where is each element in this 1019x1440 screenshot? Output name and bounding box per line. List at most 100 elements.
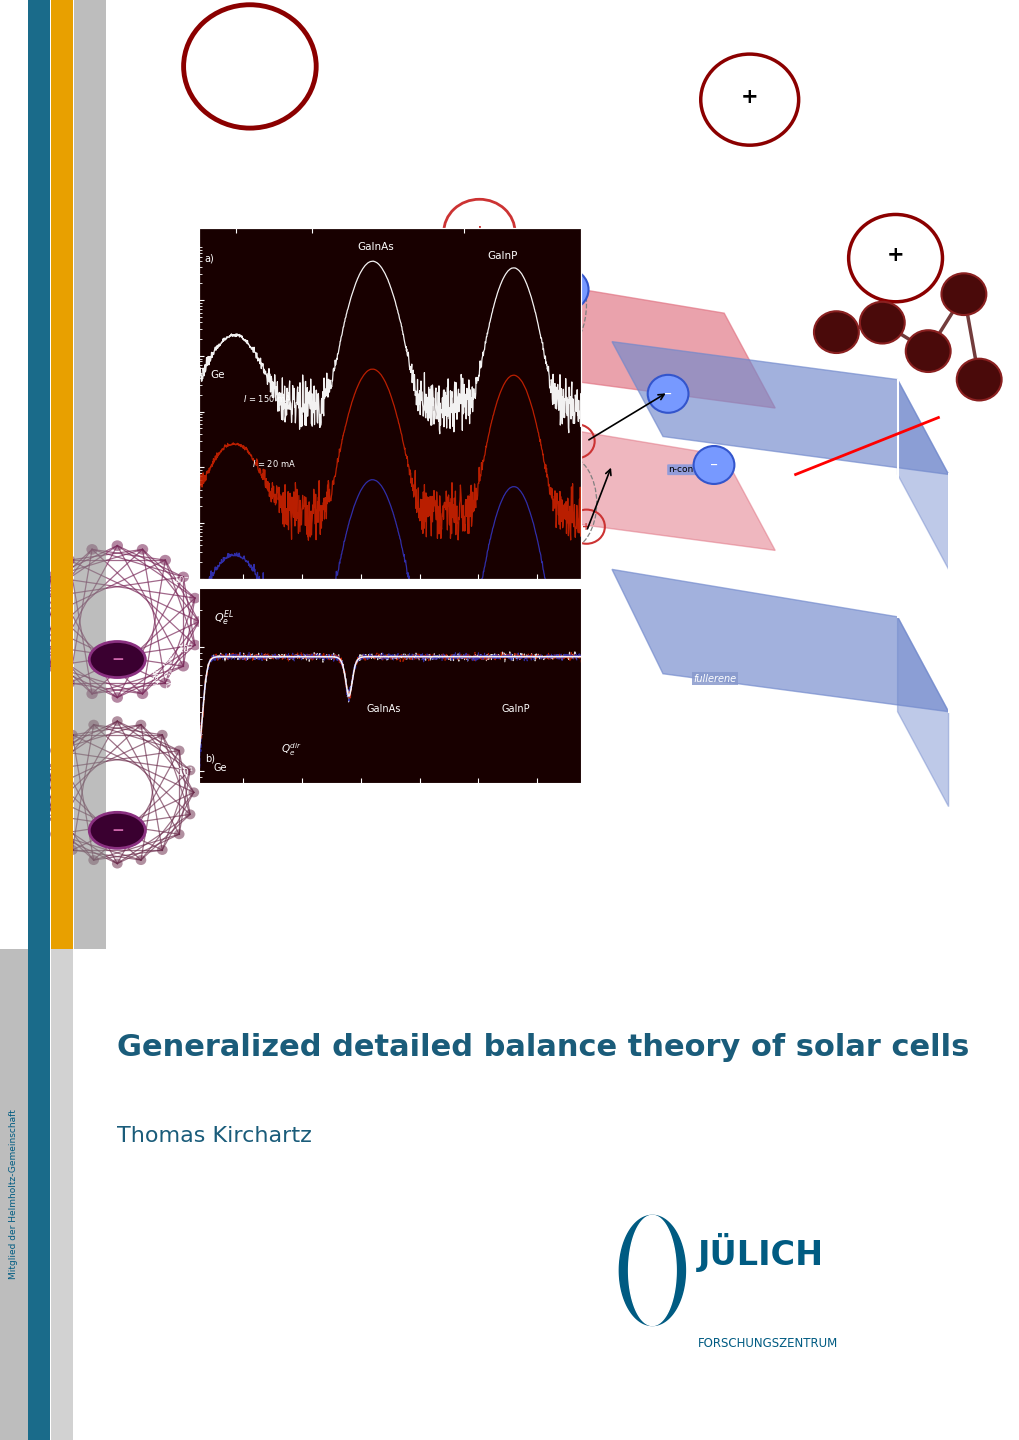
Circle shape xyxy=(647,374,688,413)
X-axis label: wavelength $\lambda$ [nm]: wavelength $\lambda$ [nm] xyxy=(340,199,439,213)
Ellipse shape xyxy=(225,397,274,429)
Text: +: + xyxy=(472,223,486,242)
Circle shape xyxy=(50,829,61,840)
Circle shape xyxy=(46,572,57,582)
Text: b): b) xyxy=(205,753,215,763)
Ellipse shape xyxy=(90,641,146,678)
Bar xyxy=(51,949,73,1440)
Circle shape xyxy=(67,730,77,740)
Circle shape xyxy=(36,788,46,798)
Text: Thomas Kirchartz: Thomas Kirchartz xyxy=(117,1126,312,1146)
Y-axis label: intensity $\phi$ [arb. units]: intensity $\phi$ [arb. units] xyxy=(158,353,171,454)
Text: Ge: Ge xyxy=(213,763,227,773)
Circle shape xyxy=(89,855,99,865)
Circle shape xyxy=(354,505,411,557)
Circle shape xyxy=(543,268,588,310)
Circle shape xyxy=(111,693,123,703)
Text: +: + xyxy=(740,86,758,107)
Circle shape xyxy=(177,572,189,582)
Ellipse shape xyxy=(90,812,146,848)
Circle shape xyxy=(50,746,61,756)
Circle shape xyxy=(63,678,75,688)
Polygon shape xyxy=(619,1215,685,1325)
Circle shape xyxy=(956,359,1001,400)
Text: −: − xyxy=(306,354,316,367)
Circle shape xyxy=(34,639,46,651)
Text: GaInAs: GaInAs xyxy=(358,242,394,252)
Text: +: + xyxy=(886,245,904,265)
Text: GaInP: GaInP xyxy=(487,251,517,261)
Circle shape xyxy=(193,616,205,626)
Text: −: − xyxy=(245,406,255,419)
Text: −: − xyxy=(111,822,123,838)
Text: +: + xyxy=(516,513,524,523)
Text: −: − xyxy=(663,389,672,399)
Bar xyxy=(51,0,73,949)
Circle shape xyxy=(159,678,171,688)
Text: Ge: Ge xyxy=(211,370,225,380)
Circle shape xyxy=(693,446,734,484)
Circle shape xyxy=(308,392,365,444)
Circle shape xyxy=(323,458,380,511)
Circle shape xyxy=(137,688,148,698)
Circle shape xyxy=(189,593,201,603)
Circle shape xyxy=(157,730,167,740)
Circle shape xyxy=(46,661,57,671)
Text: $Q_e^{EL}$: $Q_e^{EL}$ xyxy=(213,609,233,628)
Text: a): a) xyxy=(205,253,214,264)
Circle shape xyxy=(67,845,77,855)
Circle shape xyxy=(112,858,122,868)
Circle shape xyxy=(112,716,122,726)
Circle shape xyxy=(184,809,196,819)
Circle shape xyxy=(157,845,167,855)
X-axis label: energy $E$ [eV]: energy $E$ [eV] xyxy=(356,801,424,815)
Circle shape xyxy=(813,311,858,353)
Circle shape xyxy=(87,544,98,554)
Circle shape xyxy=(63,554,75,566)
Text: fullerene: fullerene xyxy=(693,674,736,684)
Circle shape xyxy=(111,540,123,552)
Circle shape xyxy=(39,766,50,775)
Circle shape xyxy=(173,829,184,840)
Polygon shape xyxy=(628,1215,676,1325)
Bar xyxy=(0,949,28,1440)
Bar xyxy=(74,0,106,949)
Text: $Q_e^{dir}$: $Q_e^{dir}$ xyxy=(281,742,302,757)
Bar xyxy=(28,949,50,1440)
Polygon shape xyxy=(897,380,948,569)
Circle shape xyxy=(137,544,148,554)
Polygon shape xyxy=(897,616,948,806)
Circle shape xyxy=(87,688,98,698)
Text: Generalized detailed balance theory of solar cells: Generalized detailed balance theory of s… xyxy=(117,1032,969,1061)
Text: n-contact: n-contact xyxy=(667,465,710,474)
Circle shape xyxy=(905,330,950,372)
Circle shape xyxy=(159,554,171,566)
Text: polymer: polymer xyxy=(464,521,503,531)
Circle shape xyxy=(184,766,196,775)
Text: −: − xyxy=(709,459,717,469)
Text: +: + xyxy=(572,436,580,446)
Text: $I$ = 150 mA: $I$ = 150 mA xyxy=(243,393,292,403)
Polygon shape xyxy=(611,569,948,711)
Text: −: − xyxy=(560,284,571,294)
Circle shape xyxy=(177,661,189,671)
Circle shape xyxy=(30,616,42,626)
Circle shape xyxy=(136,855,146,865)
Circle shape xyxy=(89,720,99,730)
Text: Mitglied der Helmholtz-Gemeinschaft: Mitglied der Helmholtz-Gemeinschaft xyxy=(9,1110,17,1279)
Circle shape xyxy=(189,788,199,798)
Text: JÜLICH: JÜLICH xyxy=(698,1233,823,1272)
Text: GaInAs: GaInAs xyxy=(366,704,400,714)
Circle shape xyxy=(173,746,184,756)
Circle shape xyxy=(941,274,985,315)
Y-axis label: ext. quant.
efficiency $Q_e$ [%]: ext. quant. efficiency $Q_e$ [%] xyxy=(152,652,175,719)
Circle shape xyxy=(859,302,904,344)
Text: −: − xyxy=(111,652,123,667)
Text: GaInP: GaInP xyxy=(501,704,530,714)
Polygon shape xyxy=(438,408,774,550)
Circle shape xyxy=(189,639,201,651)
Polygon shape xyxy=(438,266,774,408)
Text: FORSCHUNGSZENTRUM: FORSCHUNGSZENTRUM xyxy=(698,1338,838,1351)
Circle shape xyxy=(136,720,146,730)
Text: $I$ = 20 mA: $I$ = 20 mA xyxy=(252,458,296,469)
